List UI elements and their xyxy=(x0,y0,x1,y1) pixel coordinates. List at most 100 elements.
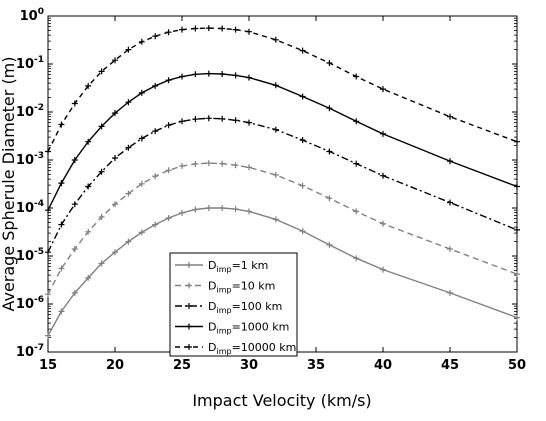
data-point xyxy=(98,123,105,130)
y-axis-title: Average Spherule Diameter (m) xyxy=(0,56,18,311)
data-point xyxy=(299,182,306,189)
data-point xyxy=(299,228,306,235)
x-tick-label: 15 xyxy=(39,358,57,373)
data-point xyxy=(353,208,360,215)
series-line xyxy=(47,117,518,253)
data-point xyxy=(179,118,185,125)
data-point xyxy=(380,220,386,227)
data-point xyxy=(112,201,118,208)
data-point xyxy=(71,289,78,296)
data-point xyxy=(353,73,360,80)
data-point xyxy=(98,168,105,175)
y-tick-label: 10-6 xyxy=(16,295,44,312)
data-point xyxy=(125,46,132,53)
series-1 xyxy=(45,205,520,339)
data-point xyxy=(299,93,306,100)
y-tick-label: 10-2 xyxy=(16,103,44,120)
data-point xyxy=(232,72,239,79)
data-point xyxy=(326,105,333,112)
legend-item: Dimp=10000 km xyxy=(175,341,296,356)
legend-item: Dimp=10 km xyxy=(175,280,275,295)
data-point xyxy=(326,60,333,66)
legend-marker xyxy=(186,323,192,330)
data-point xyxy=(192,116,199,123)
data-point xyxy=(45,207,51,214)
data-point xyxy=(138,229,145,236)
data-point xyxy=(125,99,132,106)
data-point xyxy=(85,274,92,281)
x-tick-label: 25 xyxy=(173,358,191,373)
data-point xyxy=(380,86,386,93)
data-point xyxy=(71,201,78,208)
data-point xyxy=(165,215,172,221)
data-point xyxy=(58,180,65,187)
data-point xyxy=(152,82,159,89)
data-point xyxy=(71,157,78,163)
data-point xyxy=(112,249,118,256)
data-point xyxy=(125,144,132,151)
series-2 xyxy=(45,160,520,298)
legend-marker xyxy=(186,282,192,289)
data-point xyxy=(152,173,159,180)
data-point xyxy=(45,249,51,256)
data-point xyxy=(205,115,212,122)
data-point xyxy=(138,180,145,187)
y-tick-label: 10-5 xyxy=(16,247,44,264)
data-point xyxy=(192,25,199,32)
data-point xyxy=(353,255,360,262)
legend: Dimp=1 km Dimp=10 km Dimp=100 km Dimp=1000 … xyxy=(169,252,298,357)
data-point xyxy=(165,167,172,174)
data-point xyxy=(514,138,520,145)
data-point xyxy=(85,228,92,235)
data-point xyxy=(58,221,65,228)
x-tick-label: 50 xyxy=(508,358,526,373)
data-point xyxy=(71,100,78,107)
data-point xyxy=(299,47,306,54)
y-tick-label: 10-3 xyxy=(16,151,44,168)
data-point xyxy=(219,115,226,122)
data-point xyxy=(112,110,118,117)
data-point xyxy=(232,117,239,124)
legend-label: Dimp=10 km xyxy=(208,280,275,295)
data-point xyxy=(112,155,118,161)
data-point xyxy=(219,160,226,167)
data-point xyxy=(219,205,226,211)
data-point xyxy=(165,77,172,84)
y-tick-label: 10-4 xyxy=(16,199,44,216)
legend-marker xyxy=(186,303,192,309)
legend-item: Dimp=1000 km xyxy=(175,321,289,336)
data-point xyxy=(219,25,226,32)
data-point xyxy=(138,38,145,45)
data-point xyxy=(514,226,520,233)
legend-marker xyxy=(186,262,192,268)
data-point xyxy=(98,260,105,267)
y-tick-label: 100 xyxy=(20,7,44,24)
data-point xyxy=(138,135,145,142)
data-point xyxy=(272,126,279,133)
data-point xyxy=(447,158,453,165)
data-point xyxy=(152,128,159,135)
data-point xyxy=(326,195,333,202)
data-point xyxy=(98,214,105,220)
data-point xyxy=(272,36,279,43)
data-point xyxy=(326,148,333,155)
data-point xyxy=(246,28,252,35)
data-point xyxy=(447,113,453,120)
data-point xyxy=(232,162,239,169)
legend-item: Dimp=100 km xyxy=(175,300,282,315)
data-point xyxy=(219,71,226,77)
data-point xyxy=(205,205,212,211)
data-point xyxy=(272,82,279,89)
data-point xyxy=(192,71,199,78)
x-tick-label: 40 xyxy=(374,358,392,373)
data-point xyxy=(165,29,172,36)
data-point xyxy=(272,216,279,223)
data-point xyxy=(299,137,306,144)
data-point xyxy=(138,89,145,96)
data-point xyxy=(205,70,212,77)
legend-label: Dimp=10000 km xyxy=(208,341,296,356)
series-layer xyxy=(45,25,520,339)
legend-label: Dimp=1 km xyxy=(208,259,268,274)
data-point xyxy=(514,271,520,278)
